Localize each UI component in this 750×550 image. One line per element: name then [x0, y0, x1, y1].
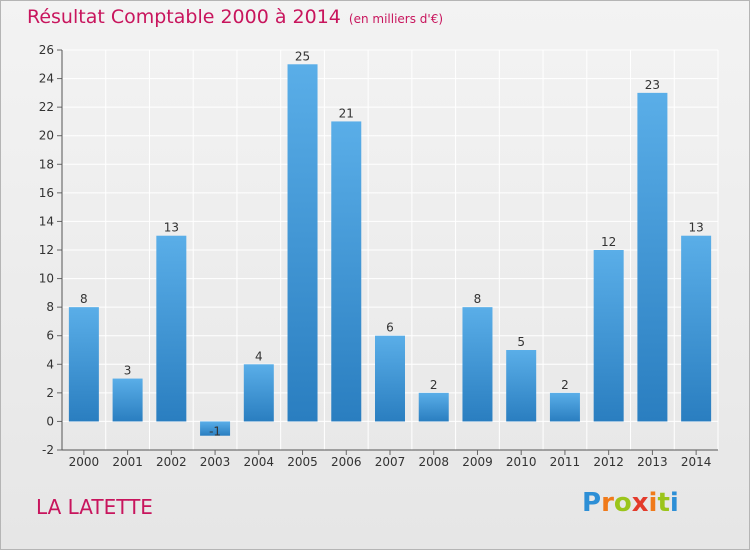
- data-label: 25: [295, 49, 310, 63]
- x-tick-label: 2011: [550, 455, 581, 469]
- logo-letter: x: [631, 488, 649, 518]
- data-label: 5: [517, 335, 525, 349]
- y-tick-label: 14: [39, 214, 54, 228]
- chart-unit: (en milliers d'€): [348, 12, 444, 26]
- y-tick-label: 20: [39, 129, 54, 143]
- bar: [112, 378, 143, 422]
- y-tick-label: 12: [39, 243, 54, 257]
- logo-letter: i: [648, 488, 658, 518]
- x-tick-label: 2001: [112, 455, 143, 469]
- bar: [549, 392, 580, 422]
- data-label: 13: [688, 221, 703, 235]
- bar: [287, 64, 318, 422]
- data-label: 12: [601, 235, 616, 249]
- data-label: 2: [430, 378, 438, 392]
- logo-letter: P: [582, 488, 602, 518]
- logo-letter: r: [601, 488, 614, 518]
- proxiti-logo: Proxiti: [582, 488, 679, 518]
- bar: [418, 392, 449, 422]
- x-tick-label: 2010: [506, 455, 537, 469]
- x-tick-label: 2009: [462, 455, 493, 469]
- data-label: 6: [386, 321, 394, 335]
- x-tick-label: 2013: [637, 455, 668, 469]
- x-tick-label: 2006: [331, 455, 362, 469]
- data-label: 13: [164, 221, 179, 235]
- y-tick-label: 18: [39, 157, 54, 171]
- bar-layer: [68, 64, 712, 436]
- y-tick-label: 22: [39, 100, 54, 114]
- y-tick-label: 0: [46, 414, 54, 428]
- bar: [506, 350, 537, 422]
- y-tick-label: 6: [46, 329, 54, 343]
- y-tick-label: 4: [46, 357, 54, 371]
- bar: [681, 235, 712, 422]
- logo-letter: t: [657, 488, 670, 518]
- bar: [156, 235, 187, 422]
- bar: [331, 121, 362, 422]
- y-tick-label: -2: [42, 443, 54, 457]
- data-label: 23: [645, 78, 660, 92]
- x-tick-label: 2003: [200, 455, 231, 469]
- bar: [243, 364, 274, 422]
- x-tick-label: 2004: [244, 455, 275, 469]
- logo-letter: i: [669, 488, 679, 518]
- data-label: 2: [561, 378, 569, 392]
- y-tick-label: 24: [39, 72, 54, 86]
- x-tick-label: 2000: [69, 455, 100, 469]
- bar: [593, 250, 624, 422]
- data-label: 3: [124, 364, 132, 378]
- x-tick-label: 2012: [593, 455, 624, 469]
- logo-letter: o: [613, 488, 632, 518]
- y-tick-label: 26: [39, 43, 54, 57]
- data-label: 8: [80, 292, 88, 306]
- data-label: 4: [255, 349, 263, 363]
- label-layer: 8 3 13 -1 4 25 21 6 2 8 5 2 12 23 13: [80, 49, 704, 438]
- bar: [462, 307, 493, 422]
- y-tick-label: 16: [39, 186, 54, 200]
- chart-title-text: Résultat Comptable 2000 à 2014: [27, 6, 341, 28]
- y-tick-label: 2: [46, 386, 54, 400]
- place-name: LA LATETTE: [36, 495, 153, 519]
- bar: [68, 307, 99, 422]
- bar: [200, 421, 231, 436]
- x-tick-label: 2007: [375, 455, 406, 469]
- y-tick-label: 8: [46, 300, 54, 314]
- bar: [375, 335, 405, 422]
- data-label: -1: [209, 425, 221, 439]
- chart-title: Résultat Comptable 2000 à 2014 (en millie…: [27, 6, 443, 28]
- data-label: 8: [474, 292, 482, 306]
- bar: [637, 92, 668, 422]
- x-tick-label: 2005: [287, 455, 318, 469]
- y-tick-label: 10: [39, 272, 54, 286]
- data-label: 21: [339, 106, 354, 120]
- x-tick-label: 2008: [418, 455, 449, 469]
- x-tick-label: 2014: [681, 455, 712, 469]
- x-tick-label: 2002: [156, 455, 187, 469]
